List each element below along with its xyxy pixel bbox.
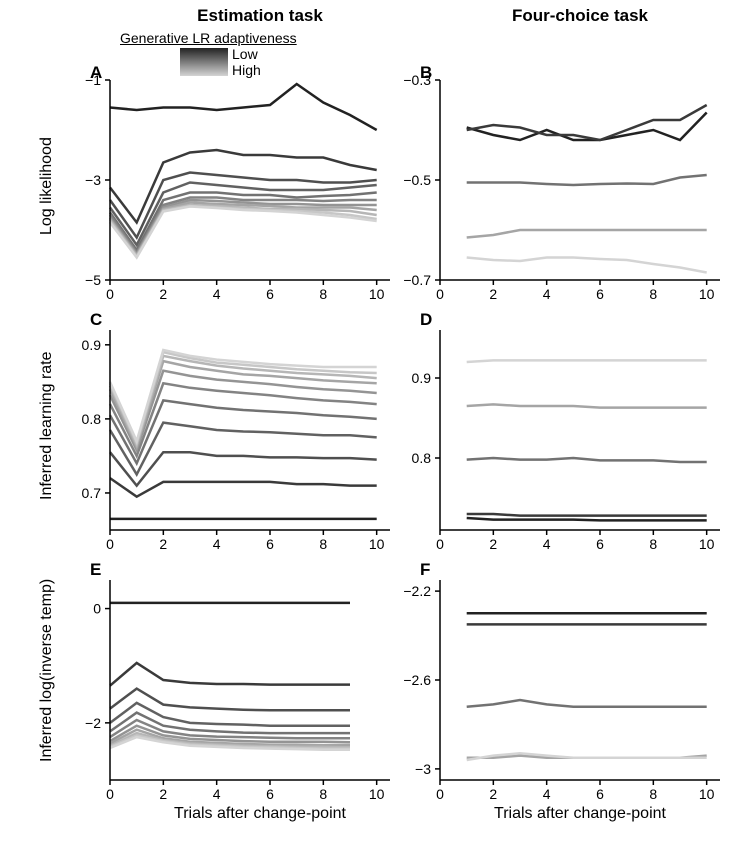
xtick-label: 0 [106, 786, 114, 802]
xlabel-left: Trials after change-point [120, 805, 400, 823]
series-line [110, 452, 377, 485]
xtick-label: 2 [159, 786, 167, 802]
ylabel-invtemp: Inferred log(inverse temp) [38, 579, 56, 762]
series-line [467, 700, 707, 707]
series-line [467, 404, 707, 407]
chart-svg: 0246810−5−3−1 [110, 80, 390, 280]
ylabel-lr: Inferred learning rate [38, 351, 56, 500]
series-line [467, 360, 707, 362]
series-line [110, 663, 350, 686]
panel-c: 02468100.70.80.9 [110, 330, 390, 530]
ylabel-loglik: Log likelihood [38, 137, 56, 235]
series-line [467, 230, 707, 238]
col-header-right: Four-choice task [450, 6, 710, 26]
series-line [467, 514, 707, 516]
panel-b: 0246810−0.7−0.5−0.3 [440, 80, 720, 280]
panel-f: 0246810−2.2−2.6−3 [440, 580, 720, 780]
xtick-label: 6 [596, 286, 604, 302]
series-line [110, 703, 350, 726]
panel-label-f: F [420, 560, 430, 580]
xtick-label: 2 [159, 536, 167, 552]
series-line [467, 105, 707, 140]
panel-e: 0246810−20 [110, 580, 390, 780]
ytick-label: −0.3 [403, 72, 431, 88]
ytick-label: −3 [85, 172, 101, 188]
xtick-label: 4 [543, 786, 551, 802]
xtick-label: 8 [649, 786, 657, 802]
xtick-label: 8 [649, 286, 657, 302]
chart-svg: 0246810−20 [110, 580, 390, 780]
ytick-label: 0.9 [82, 337, 102, 353]
legend-high-label: High [232, 62, 261, 78]
xtick-label: 8 [319, 536, 327, 552]
xtick-label: 4 [213, 786, 221, 802]
xtick-label: 6 [266, 786, 274, 802]
xtick-label: 0 [436, 286, 444, 302]
xtick-label: 6 [596, 786, 604, 802]
series-line [467, 458, 707, 462]
ytick-label: −2 [85, 715, 101, 731]
xtick-label: 2 [489, 286, 497, 302]
series-line [110, 84, 377, 130]
series-line [110, 478, 377, 497]
panel-a: 0246810−5−3−1 [110, 80, 390, 280]
legend: Generative LR adaptiveness Low High [120, 30, 297, 79]
chart-svg: 0246810−2.2−2.6−3 [440, 580, 720, 780]
ytick-label: −2.2 [403, 583, 431, 599]
xtick-label: 2 [159, 286, 167, 302]
ytick-label: 0 [93, 601, 101, 617]
axis-lines [110, 80, 390, 280]
xtick-label: 8 [649, 536, 657, 552]
series-line [467, 175, 707, 185]
xtick-label: 6 [596, 536, 604, 552]
ytick-label: 0.9 [412, 370, 432, 386]
xlabel-right: Trials after change-point [440, 805, 720, 823]
panel-d: 02468100.80.9 [440, 330, 720, 530]
panel-label-c: C [90, 310, 102, 330]
legend-title: Generative LR adaptiveness [120, 30, 297, 46]
ytick-label: −0.7 [403, 272, 431, 288]
xtick-label: 10 [369, 536, 385, 552]
ytick-label: 0.7 [82, 485, 102, 501]
xtick-label: 10 [699, 786, 715, 802]
xtick-label: 10 [699, 536, 715, 552]
ytick-label: −0.5 [403, 172, 431, 188]
ytick-label: −5 [85, 272, 101, 288]
chart-svg: 02468100.70.80.9 [110, 330, 390, 530]
xtick-label: 2 [489, 536, 497, 552]
xtick-label: 6 [266, 536, 274, 552]
xtick-label: 4 [213, 286, 221, 302]
xtick-label: 8 [319, 286, 327, 302]
xtick-label: 4 [213, 536, 221, 552]
xtick-label: 2 [489, 786, 497, 802]
ytick-label: 0.8 [412, 450, 432, 466]
chart-svg: 02468100.80.9 [440, 330, 720, 530]
ytick-label: −1 [85, 72, 101, 88]
xtick-label: 8 [319, 786, 327, 802]
ytick-label: −2.6 [403, 672, 431, 688]
axis-lines [440, 80, 720, 280]
xtick-label: 4 [543, 286, 551, 302]
xtick-label: 6 [266, 286, 274, 302]
col-header-left: Estimation task [130, 6, 390, 26]
xtick-label: 10 [369, 786, 385, 802]
chart-svg: 0246810−0.7−0.5−0.3 [440, 80, 720, 280]
xtick-label: 0 [106, 536, 114, 552]
series-line [467, 518, 707, 520]
ytick-label: 0.8 [82, 411, 102, 427]
xtick-label: 0 [436, 536, 444, 552]
series-line [467, 258, 707, 273]
panel-label-e: E [90, 560, 101, 580]
legend-low-label: Low [232, 46, 258, 62]
series-line [110, 206, 377, 257]
panel-label-d: D [420, 310, 432, 330]
xtick-label: 4 [543, 536, 551, 552]
figure-root: Estimation task Four-choice task Generat… [0, 0, 742, 850]
xtick-label: 10 [699, 286, 715, 302]
xtick-label: 0 [106, 286, 114, 302]
axis-lines [440, 580, 720, 780]
ytick-label: −3 [415, 761, 431, 777]
xtick-label: 0 [436, 786, 444, 802]
xtick-label: 10 [369, 286, 385, 302]
